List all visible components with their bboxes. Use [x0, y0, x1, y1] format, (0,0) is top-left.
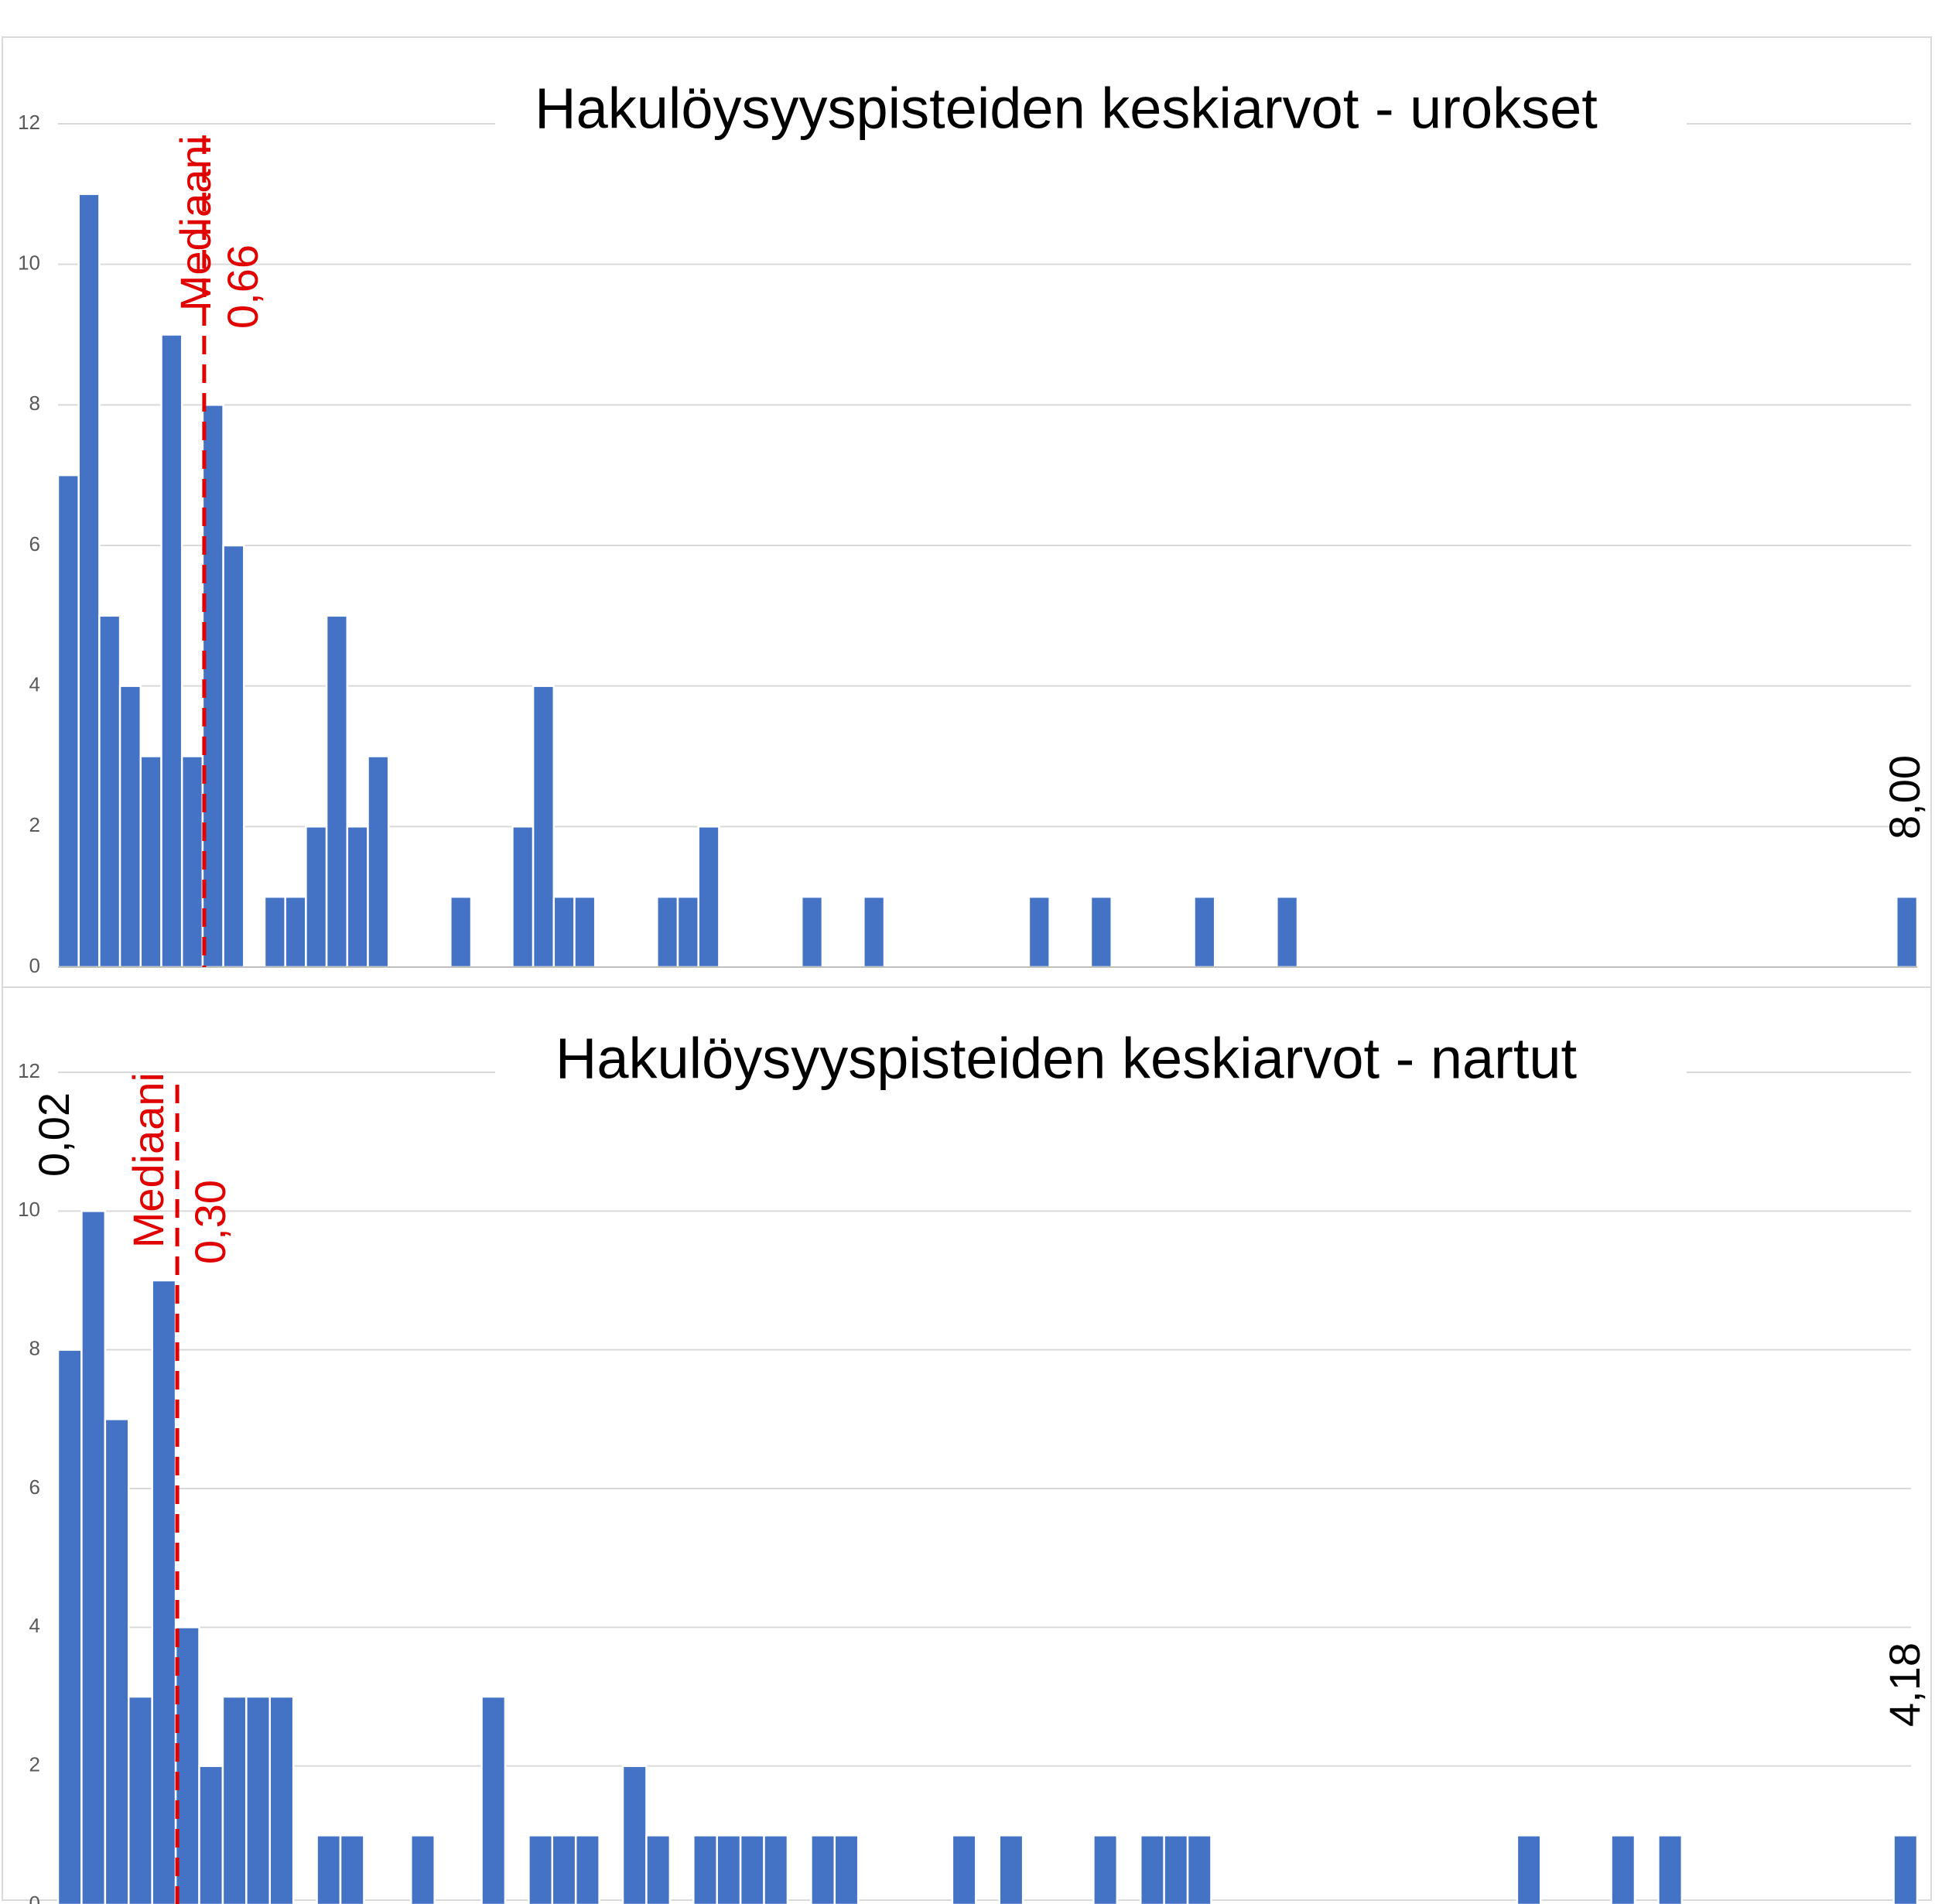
title-backdrop	[495, 77, 1687, 162]
histogram-bar	[763, 1834, 789, 1904]
histogram-bar	[573, 895, 597, 969]
chart-panel-females: 0 2 4 6 8 10 12 Hakulöysyyspisteiden keskiarvo…	[2, 986, 1932, 1904]
histogram-bar	[160, 333, 183, 969]
histogram-bar	[221, 1695, 248, 1904]
chart-panel-males: 0 2 4 6 8 10 12 Hakulöysyyspisteiden keskiarvo…	[2, 36, 1932, 988]
histogram-bar	[574, 1834, 600, 1904]
median-value-label: 0,66	[218, 244, 267, 329]
histogram-bar	[284, 895, 307, 969]
histogram-bar	[198, 1765, 224, 1904]
histogram-bar	[346, 826, 369, 969]
histogram-bar	[1089, 895, 1113, 969]
histogram-bar	[325, 614, 349, 969]
histogram-bar	[222, 544, 245, 969]
histogram-bar	[263, 895, 286, 969]
histogram-bar	[305, 826, 328, 969]
histogram-bar	[480, 1695, 507, 1904]
y-tick-label: 12	[18, 1059, 40, 1082]
histogram-bar	[1163, 1834, 1189, 1904]
y-tick-label: 10	[18, 1198, 40, 1221]
median-value-label: 0,30	[186, 1180, 234, 1264]
histogram-bar	[1892, 1834, 1919, 1904]
y-tick-label: 4	[29, 1614, 40, 1637]
histogram-bar	[77, 193, 101, 969]
histogram-bar	[833, 1834, 860, 1904]
histogram-bar	[532, 685, 556, 969]
panel-frame	[2, 36, 1932, 988]
y-tick-label: 6	[29, 1475, 40, 1499]
histogram-bar	[621, 1765, 648, 1904]
histogram-bar	[645, 1834, 672, 1904]
histogram-bar	[56, 473, 80, 969]
histogram-bar	[151, 1279, 177, 1904]
histogram-bar	[128, 1695, 153, 1904]
histogram-bar	[552, 895, 576, 969]
histogram-bar	[180, 755, 204, 969]
histogram-bar	[951, 1834, 977, 1904]
histogram-bar	[339, 1834, 365, 1904]
histogram-bar	[316, 1834, 342, 1904]
histogram-bar	[118, 685, 142, 969]
min-value-label: 0,02	[29, 1092, 78, 1177]
panel-frame	[2, 986, 1932, 1901]
y-tick-label: 10	[18, 251, 40, 275]
chart-title: Hakulöysyyspisteiden keskiarvot - nartut	[556, 1027, 1578, 1091]
histogram-bar	[367, 755, 390, 969]
histogram-bar	[692, 1834, 718, 1904]
histogram-bar	[104, 1418, 130, 1904]
title-backdrop	[495, 1029, 1687, 1114]
histogram-bar	[528, 1834, 554, 1904]
histogram-bar	[656, 895, 679, 969]
histogram-bar	[716, 1834, 742, 1904]
histogram-bar	[98, 614, 121, 969]
histogram-bar	[800, 895, 824, 969]
histogram-bar	[1027, 895, 1051, 969]
histogram-bar	[1139, 1834, 1165, 1904]
y-axis-ticks: 0 2 4 6 8 10 12	[18, 1059, 40, 1904]
y-tick-label: 0	[29, 954, 40, 977]
y-tick-label: 8	[29, 1337, 40, 1360]
histogram-bar	[863, 895, 886, 969]
histogram-bar	[1186, 1834, 1212, 1904]
histogram-bar	[245, 1695, 272, 1904]
histogram-bar	[551, 1834, 577, 1904]
y-tick-label: 8	[29, 391, 40, 415]
histogram-bar	[56, 1349, 83, 1904]
histogram-bar	[511, 826, 535, 969]
histogram-bar	[80, 1210, 107, 1904]
histogram-bar	[139, 755, 162, 969]
y-tick-label: 0	[29, 1892, 40, 1904]
histogram-bar	[1193, 895, 1216, 969]
histogram-bar	[1092, 1834, 1119, 1904]
histogram-bar	[174, 1626, 200, 1904]
histogram-bar	[450, 895, 473, 969]
bars	[56, 1210, 1919, 1904]
median-label: Mediaani	[171, 135, 220, 311]
y-tick-label: 2	[29, 813, 40, 836]
histogram-bar	[810, 1834, 836, 1904]
y-tick-label: 4	[29, 673, 40, 696]
y-tick-label: 2	[29, 1753, 40, 1776]
histogram-bar	[1276, 895, 1299, 969]
histogram-bar	[998, 1834, 1024, 1904]
histogram-bar	[739, 1834, 765, 1904]
histogram-bar	[676, 895, 699, 969]
bars	[56, 193, 1919, 969]
median-label: Mediaani	[124, 1072, 173, 1248]
y-axis-ticks: 0 2 4 6 8 10 12	[18, 111, 40, 977]
y-tick-label: 12	[18, 111, 40, 134]
max-value-label: 4,18	[1880, 1642, 1929, 1727]
max-value-label: 8,00	[1880, 755, 1929, 839]
chart-title: Hakulöysyyspisteiden keskiarvot - urokse…	[535, 77, 1598, 141]
y-tick-label: 6	[29, 532, 40, 555]
histogram-bar	[697, 826, 720, 969]
histogram-bar	[1610, 1834, 1636, 1904]
histogram-bar	[1657, 1834, 1684, 1904]
histogram-bar	[1516, 1834, 1542, 1904]
histogram-bar	[1896, 895, 1919, 969]
histogram-bar	[268, 1695, 295, 1904]
histogram-bar	[410, 1834, 436, 1904]
